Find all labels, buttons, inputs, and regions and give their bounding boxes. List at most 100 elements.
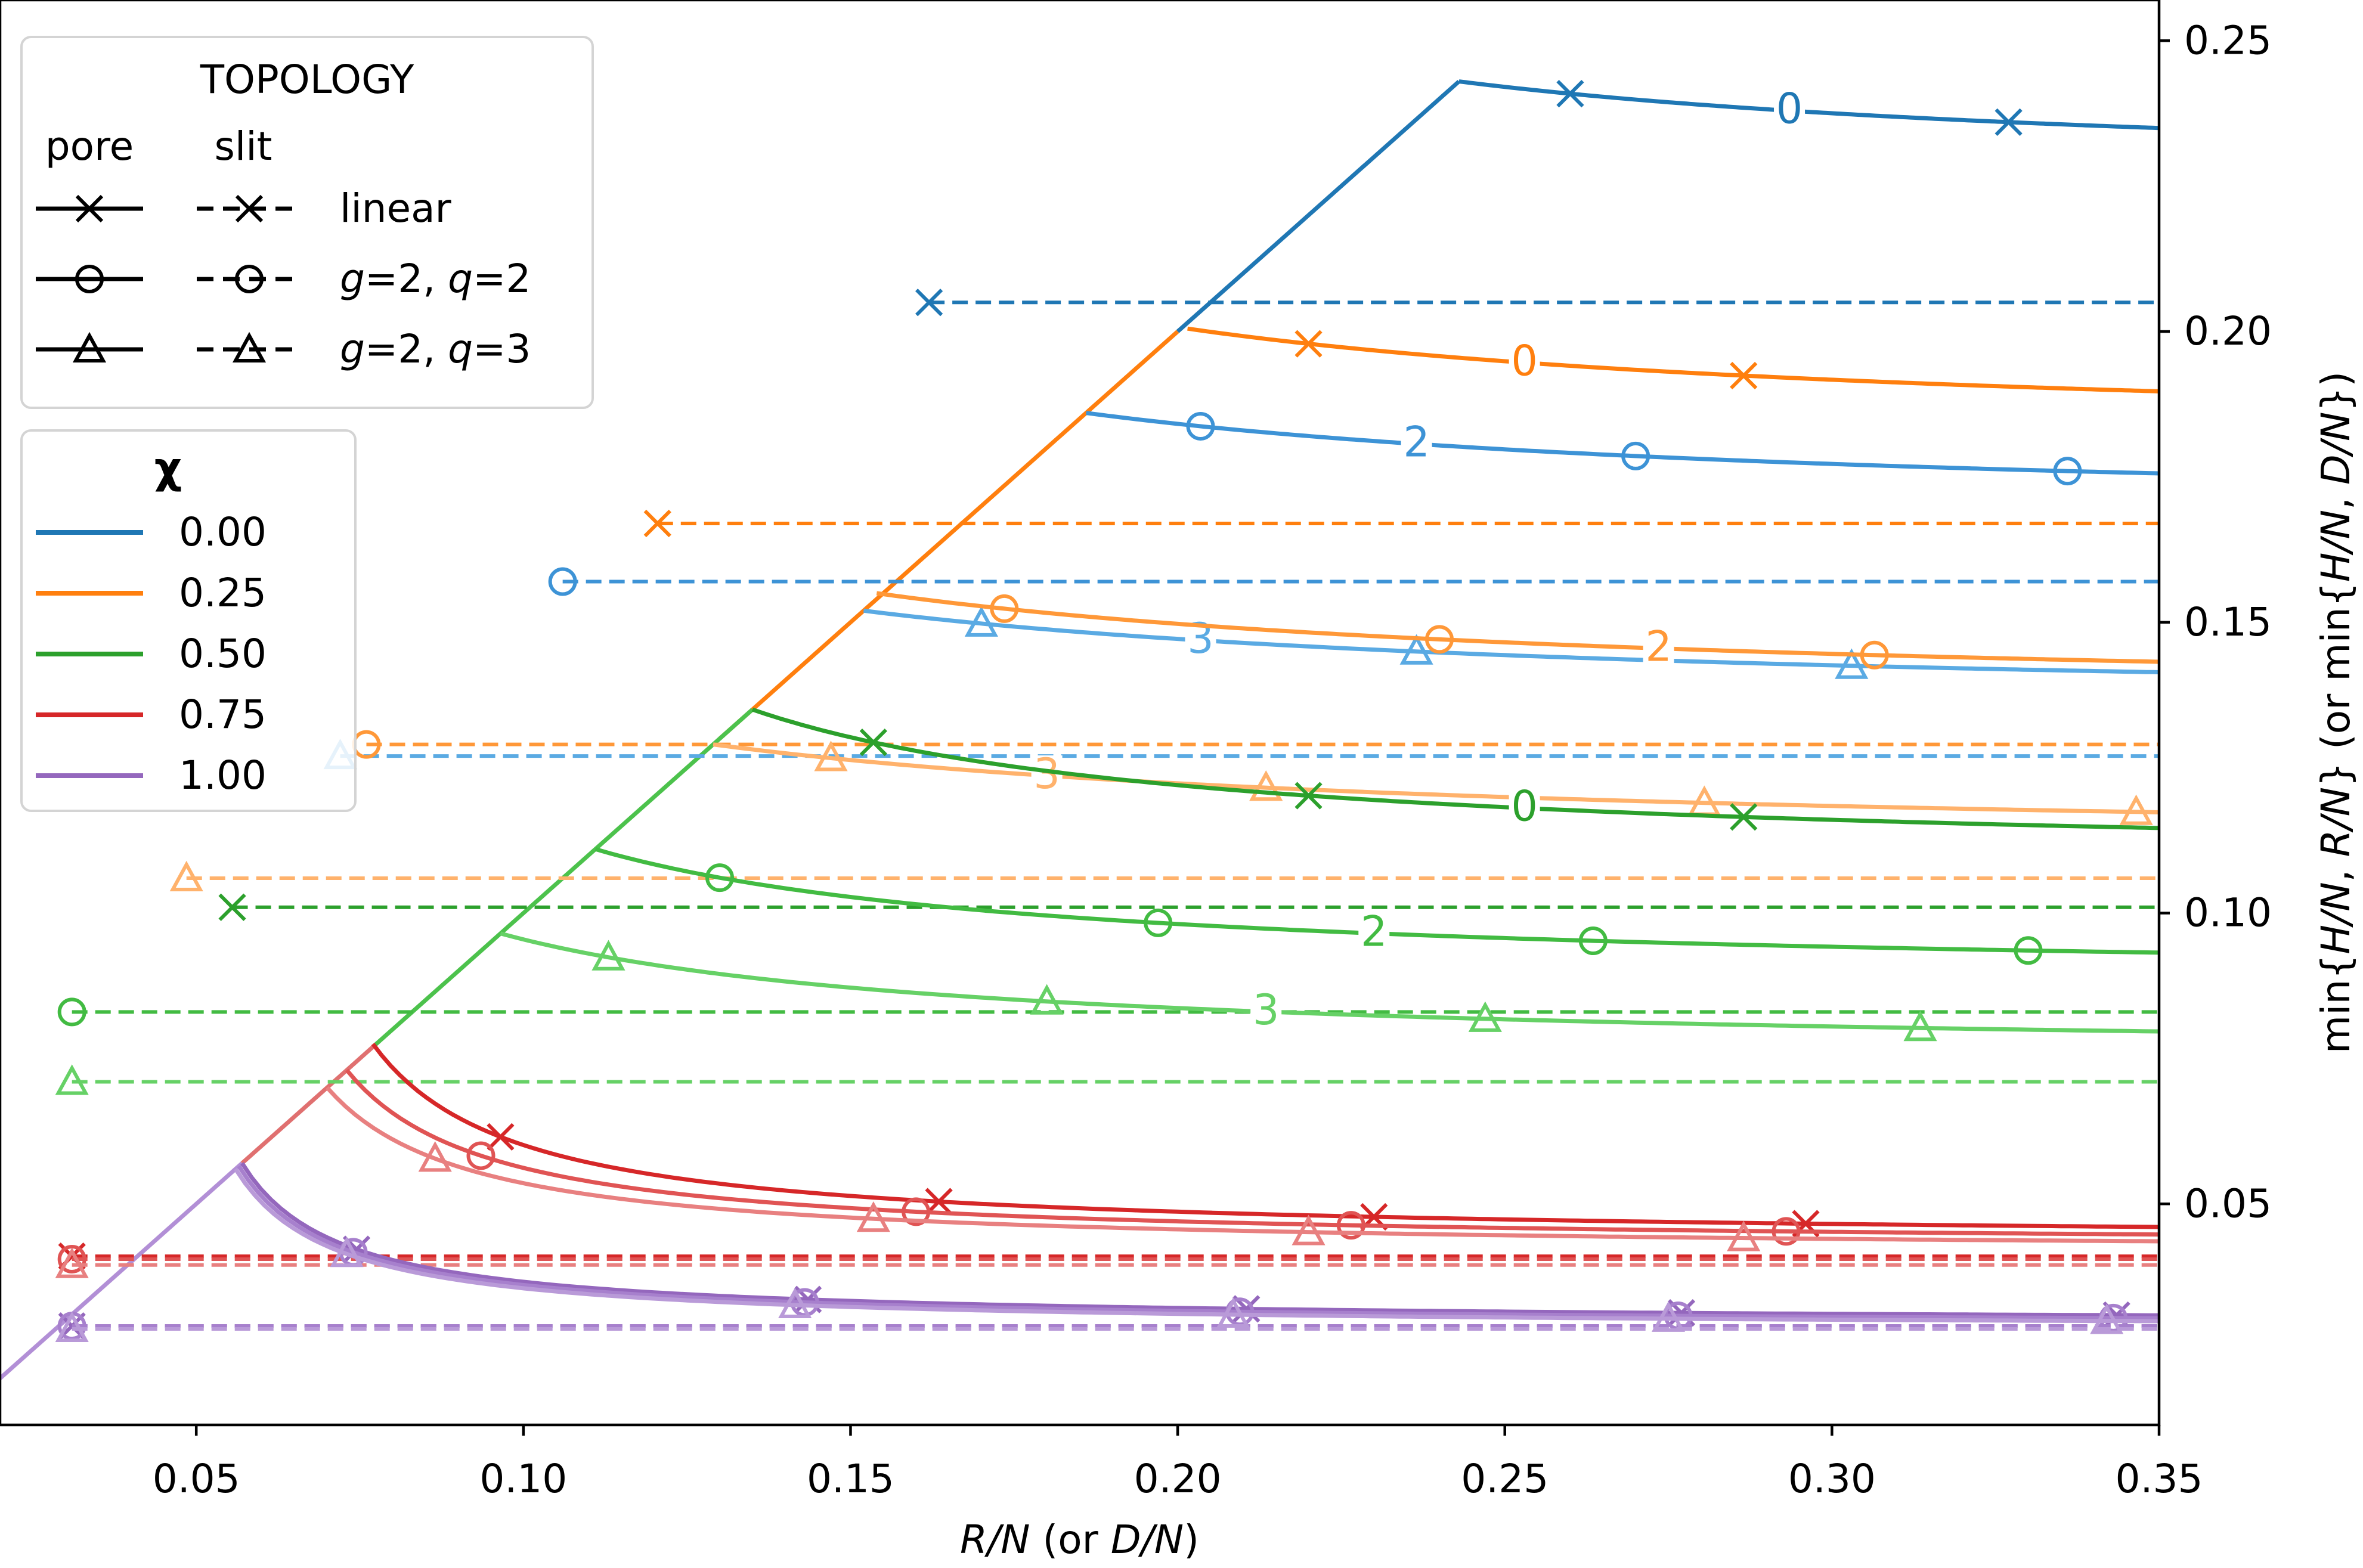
legend-topology-label: g=2, q=2 <box>340 256 531 302</box>
x-tick-label: 0.20 <box>1134 1456 1222 1502</box>
slit-marker <box>55 1247 89 1278</box>
pore-marker <box>1294 330 1323 358</box>
curve-label-bg <box>1774 90 1805 131</box>
slit-marker <box>218 893 246 921</box>
legend-slit-marker <box>235 265 264 293</box>
legend-chi-label: 0.75 <box>179 692 267 737</box>
pore-marker <box>1772 1217 1801 1246</box>
pore-marker <box>1730 803 1758 831</box>
x-tick-label: 0.05 <box>153 1456 240 1502</box>
slit-marker <box>57 997 86 1027</box>
pore-curve <box>863 608 2159 674</box>
pore-curve <box>345 1068 2159 1237</box>
legend-chi-label: 1.00 <box>179 752 267 798</box>
pore-marker <box>2053 457 2082 486</box>
x-tick-label: 0.15 <box>807 1456 894 1502</box>
pore-marker <box>1903 1011 1937 1042</box>
pore-marker <box>814 740 848 771</box>
legend-slit-marker <box>232 331 267 362</box>
pore-curve <box>1458 79 2159 131</box>
y-tick-label: 0.25 <box>2184 17 2272 63</box>
pore-curve <box>1086 411 2159 476</box>
curve-label-bg <box>1250 991 1282 1032</box>
curve-label-bg <box>1509 788 1540 829</box>
x-tick-label: 0.25 <box>1461 1456 1549 1502</box>
curve-label: 0 <box>1776 85 1803 134</box>
curve-label-bg <box>1358 913 1390 954</box>
pore-marker <box>1651 1301 1686 1332</box>
pore-marker <box>1621 441 1650 470</box>
pore-marker <box>1556 80 1584 108</box>
pore-marker <box>2090 1303 2124 1334</box>
pore-curve <box>234 1167 2159 1324</box>
pore-marker <box>1249 770 1283 801</box>
pore-marker <box>1995 108 2023 136</box>
envelope-segment <box>240 1045 374 1165</box>
envelope-segment <box>1176 79 1461 333</box>
legend-chi-title: χ <box>154 443 182 493</box>
pore-marker <box>1727 1220 1761 1251</box>
pore-marker <box>418 1141 452 1172</box>
pore-marker <box>1578 926 1608 956</box>
legend-col-slit: slit <box>215 123 272 169</box>
slit-marker <box>915 289 943 317</box>
pore-marker <box>964 606 998 637</box>
curve-label: 2 <box>1645 622 1672 671</box>
legend-pore-marker <box>75 265 104 293</box>
y-axis-label: min{H/N, R/N} (or min{H/N, D/N}) <box>2313 371 2359 1053</box>
legend-topology-title: TOPOLOGY <box>200 57 414 103</box>
pore-marker <box>487 1123 515 1151</box>
legend-pore-marker <box>72 331 107 362</box>
curve-label-bg <box>1509 342 1540 383</box>
slit-marker <box>55 1311 89 1343</box>
pore-curve <box>876 591 2159 664</box>
legend-col-pore: pore <box>45 123 134 169</box>
legend-pore-marker <box>75 194 104 223</box>
pore-marker <box>1216 1297 1250 1328</box>
pore-marker <box>705 863 734 893</box>
slit-marker <box>169 860 203 892</box>
x-tick-label: 0.30 <box>1788 1456 1876 1502</box>
pore-marker <box>1730 361 1758 390</box>
pore-marker <box>856 1201 890 1232</box>
pore-marker <box>2119 794 2153 825</box>
pore-marker <box>1336 1211 1365 1240</box>
pore-marker <box>1468 1001 1502 1032</box>
pore-marker <box>990 594 1019 623</box>
pore-marker <box>466 1141 495 1170</box>
slit-marker <box>643 509 671 538</box>
slit-marker <box>548 567 577 596</box>
axes: 0.05 0.10 0.15 0.20 0.25 0.30 0.35 0.05 0.10 0.15… <box>153 17 2359 1563</box>
pore-marker <box>1292 1214 1325 1245</box>
curve-label: 0 <box>1511 336 1538 385</box>
pore-marker <box>1860 640 1889 670</box>
legend-chi-label: 0.25 <box>179 570 267 616</box>
pore-marker <box>1399 634 1433 665</box>
legend-topology-label: g=2, q=3 <box>340 326 531 372</box>
curve-label: 3 <box>1253 986 1280 1034</box>
x-tick-label: 0.35 <box>2116 1456 2203 1502</box>
curve-label-bg <box>1643 628 1674 669</box>
legend-chi-label: 0.00 <box>179 509 267 555</box>
pore-curve <box>751 707 2159 831</box>
x-tick-label: 0.10 <box>479 1456 567 1502</box>
pore-marker <box>591 940 625 971</box>
pore-curve <box>240 1162 2159 1318</box>
pore-marker <box>859 729 887 757</box>
pore-marker <box>902 1197 931 1226</box>
pore-marker <box>330 1237 364 1268</box>
pore-marker <box>1835 648 1869 679</box>
curve-label: 0 <box>1511 782 1538 831</box>
envelope-segment <box>0 1161 244 1380</box>
pore-marker <box>1294 782 1323 810</box>
slit-marker <box>55 1064 89 1095</box>
legend-chi-label: 0.50 <box>179 631 267 677</box>
pore-curve <box>371 1042 2159 1229</box>
pore-marker <box>1425 625 1454 654</box>
curve-label: 2 <box>1403 418 1430 467</box>
pore-marker <box>1186 411 1215 441</box>
y-tick-label: 0.15 <box>2184 599 2272 645</box>
pore-marker <box>925 1188 953 1216</box>
pore-marker <box>1030 984 1064 1015</box>
